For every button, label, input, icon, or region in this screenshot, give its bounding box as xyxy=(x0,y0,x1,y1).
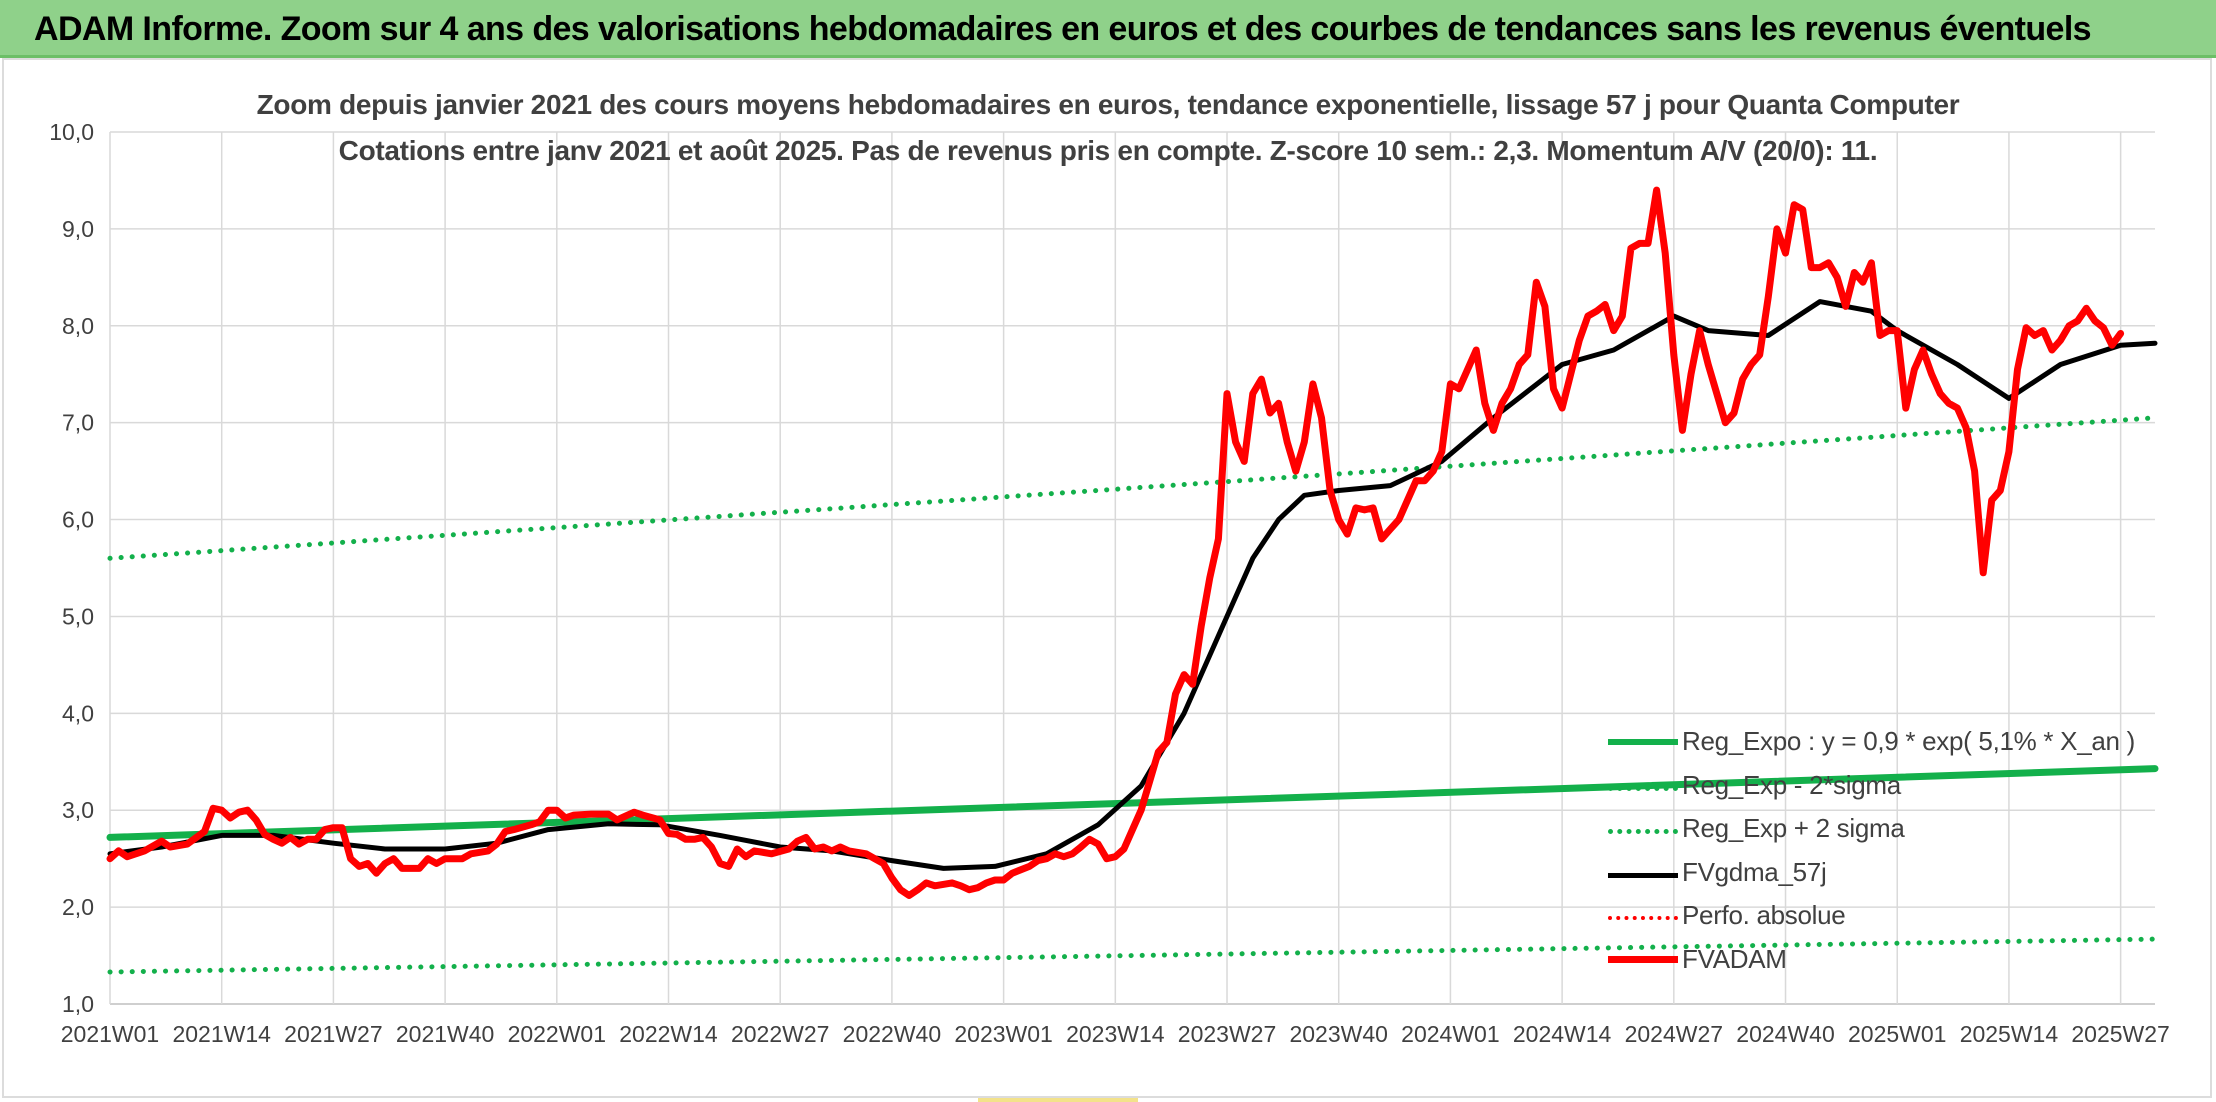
bottom-accent xyxy=(978,1098,1138,1102)
chart-title: Zoom depuis janvier 2021 des cours moyen… xyxy=(256,89,1960,120)
legend-item-reg-exp-plus: Reg_Exp + 2 sigma xyxy=(1608,809,2128,853)
x-tick-label: 2025W14 xyxy=(1960,1021,2059,1047)
series-fvadam xyxy=(106,186,2125,899)
series-fvgdma-57j xyxy=(107,299,2158,871)
y-tick-label: 6,0 xyxy=(62,507,94,533)
legend-item-reg-expo: Reg_Expo : y = 0,9 * exp( 5,1% * X_an ) xyxy=(1608,722,2135,766)
legend-item-fvgdma: FVgdma_57j xyxy=(1608,853,2128,897)
y-tick-label: 9,0 xyxy=(62,216,94,242)
x-tick-label: 2022W01 xyxy=(508,1021,606,1047)
y-tick-label: 3,0 xyxy=(62,797,94,823)
legend-item-perfo: Perfo. absolue xyxy=(1608,896,2128,940)
chart-legend: Reg_Expo : y = 0,9 * exp( 5,1% * X_an ) … xyxy=(1608,722,2135,984)
y-tick-label: 4,0 xyxy=(62,700,94,726)
x-tick-label: 2021W40 xyxy=(396,1021,494,1047)
series-reg-exp-minus-2sigma xyxy=(107,936,2158,975)
y-tick-label: 7,0 xyxy=(62,410,94,436)
legend-item-fvadam: FVADAM xyxy=(1608,940,2128,984)
x-tick-label: 2021W01 xyxy=(61,1021,159,1047)
x-tick-label: 2021W27 xyxy=(284,1021,382,1047)
legend-label: Reg_Exp + 2 sigma xyxy=(1682,813,1905,844)
x-tick-label: 2023W40 xyxy=(1289,1021,1387,1047)
report-banner: ADAM Informe. Zoom sur 4 ans des valoris… xyxy=(0,0,2216,58)
legend-swatch-solid-green xyxy=(1608,739,1678,745)
x-tick-label: 2024W01 xyxy=(1401,1021,1499,1047)
x-tick-label: 2024W14 xyxy=(1513,1021,1612,1047)
legend-label: FVgdma_57j xyxy=(1682,856,1827,887)
y-tick-label: 1,0 xyxy=(62,991,94,1017)
chart-frame xyxy=(2,58,2212,1098)
legend-swatch-solid-red xyxy=(1608,955,1678,963)
x-tick-label: 2022W40 xyxy=(843,1021,941,1047)
legend-label: Reg_Exp - 2*sigma xyxy=(1682,769,1901,800)
x-tick-label: 2021W14 xyxy=(172,1021,271,1047)
legend-item-reg-exp-minus: Reg_Exp - 2*sigma xyxy=(1608,766,2128,810)
legend-swatch-solid-black xyxy=(1608,872,1678,878)
x-tick-label: 2023W01 xyxy=(954,1021,1052,1047)
x-tick-label: 2022W27 xyxy=(731,1021,829,1047)
x-tick-label: 2023W27 xyxy=(1178,1021,1276,1047)
chart-subtitle: Cotations entre janv 2021 et août 2025. … xyxy=(338,135,1878,166)
x-tick-label: 2025W27 xyxy=(2071,1021,2169,1047)
legend-swatch-dotted-green xyxy=(1608,785,1678,791)
x-tick-label: 2022W14 xyxy=(619,1021,718,1047)
legend-label: Reg_Expo : y = 0,9 * exp( 5,1% * X_an ) xyxy=(1682,726,2135,756)
x-tick-label: 2024W27 xyxy=(1625,1021,1723,1047)
x-tick-label: 2023W14 xyxy=(1066,1021,1165,1047)
y-tick-label: 10,0 xyxy=(49,119,94,145)
x-tick-label: 2025W01 xyxy=(1848,1021,1946,1047)
y-tick-label: 2,0 xyxy=(62,894,94,920)
report-title: ADAM Informe. Zoom sur 4 ans des valoris… xyxy=(34,10,2092,48)
legend-label: FVADAM xyxy=(1682,943,1787,974)
series-reg-expo xyxy=(106,765,2159,841)
legend-swatch-dotted-green xyxy=(1608,829,1678,835)
x-tick-label: 2024W40 xyxy=(1736,1021,1834,1047)
legend-swatch-dotted-red xyxy=(1608,916,1678,921)
legend-label: Perfo. absolue xyxy=(1682,900,1846,931)
y-tick-label: 5,0 xyxy=(62,603,94,629)
y-tick-label: 8,0 xyxy=(62,313,94,339)
series-reg-exp-plus-2sigma xyxy=(107,415,2158,561)
